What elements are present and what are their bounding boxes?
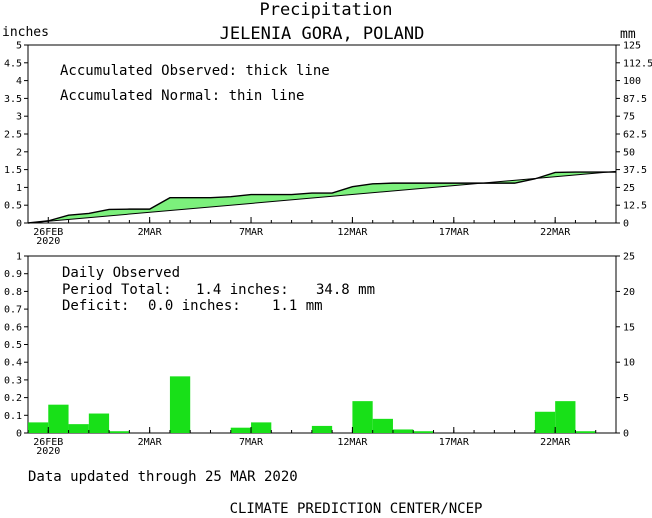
accumulated-left-tick-label: 2.5: [4, 130, 22, 141]
accumulated-lines: [27, 170, 617, 224]
accumulated-right-tick-label: 112.5: [623, 58, 652, 69]
accumulated-x-tick-label: 22MAR: [540, 227, 571, 238]
accumulated-right-tick-label: 75: [623, 112, 635, 123]
daily-bars: [28, 376, 596, 433]
daily-left-tick-label: 0.4: [4, 358, 22, 369]
footer-credit: CLIMATE PREDICTION CENTER/NCEP: [230, 501, 483, 517]
accumulated-x-tick-label: 26FEB: [33, 227, 63, 238]
left-unit-label: inches: [2, 25, 49, 40]
daily-right-tick-label: 5: [623, 393, 629, 404]
daily-left-tick-label: 1: [16, 252, 22, 263]
accumulated-right-tick-label: 25: [623, 183, 635, 194]
daily-right-tick-label: 25: [623, 252, 635, 263]
daily-left-tick-label: 0.2: [4, 393, 22, 404]
deficit-inches: 0.0 inches:: [148, 298, 241, 314]
daily-x-tick-label: 12MAR: [337, 437, 368, 448]
daily-bar: [28, 422, 49, 433]
period-total-label: Period Total:: [62, 282, 172, 298]
daily-right-tick-label: 0: [623, 429, 629, 440]
daily-bar: [68, 424, 89, 433]
accumulated-right-tick-label: 125: [623, 41, 641, 52]
accumulated-left-tick-label: 4.5: [4, 58, 22, 69]
accumulated-x-tick-label: 17MAR: [439, 227, 470, 238]
accumulated-x-tick-label: 2MAR: [138, 227, 163, 238]
accumulated-right-tick-label: 50: [623, 147, 635, 158]
accumulated-right-tick-label: 87.5: [623, 94, 647, 105]
right-unit-label: mm: [620, 27, 636, 42]
accumulated-x-tick-year: 2020: [36, 236, 60, 247]
accumulated-left-tick-label: 2: [16, 147, 22, 158]
accumulated-left-tick-label: 5: [16, 41, 22, 52]
daily-bar: [230, 427, 252, 433]
accumulated-left-tick-label: 0: [16, 219, 22, 230]
daily-bar: [372, 418, 393, 433]
daily-x-tick-label: 22MAR: [540, 437, 571, 448]
daily-x-tick-label: 26FEB: [33, 437, 63, 448]
daily-bar: [109, 431, 130, 433]
daily-bar: [169, 376, 191, 433]
daily-left-tick-label: 0.1: [4, 411, 22, 422]
accumulated-left-tick-label: 0.5: [4, 201, 22, 212]
daily-right-tick-label: 20: [623, 287, 635, 298]
daily-left-tick-label: 0.5: [4, 340, 22, 351]
period-total-inches: 1.4 inches:: [196, 282, 289, 298]
daily-bar: [392, 429, 414, 433]
accumulated-x-tick-label: 7MAR: [239, 227, 264, 238]
period-total-mm: 34.8 mm: [316, 282, 375, 298]
daily-bar: [48, 404, 69, 433]
daily-right-tick-label: 10: [623, 358, 635, 369]
accumulated-x-tick-label: 12MAR: [337, 227, 368, 238]
normal-legend-note: Accumulated Normal: thin line: [60, 88, 304, 104]
daily-x-tick-label: 2MAR: [138, 437, 163, 448]
accumulated-right-tick-label: 62.5: [623, 130, 647, 141]
daily-x-tick-label: 7MAR: [239, 437, 264, 448]
daily-bar: [251, 422, 272, 433]
daily-x-tick-label: 17MAR: [439, 437, 470, 448]
daily-left-tick-label: 0.7: [4, 305, 22, 316]
daily-left-tick-label: 0.8: [4, 287, 22, 298]
deficit-mm: 1.1 mm: [272, 298, 323, 314]
accumulated-left-tick-label: 3.5: [4, 94, 22, 105]
daily-bar: [534, 411, 556, 433]
chart-title: Precipitation: [259, 0, 392, 20]
daily-right-tick-label: 15: [623, 322, 635, 333]
daily-bar: [352, 401, 373, 433]
accumulated-observed-line: [27, 171, 616, 224]
accumulated-right-tick-label: 37.5: [623, 165, 647, 176]
accumulated-left-tick-label: 1.5: [4, 165, 22, 176]
daily-left-tick-label: 0.3: [4, 375, 22, 386]
daily-x-tick-year: 2020: [36, 446, 60, 457]
accumulated-right-tick-label: 12.5: [623, 201, 647, 212]
daily-bar: [311, 425, 333, 433]
daily-left-tick-label: 0.6: [4, 322, 22, 333]
observed-legend-note: Accumulated Observed: thick line: [60, 63, 330, 79]
accumulated-y-ticks: 00.511.522.533.544.55012.52537.55062.575…: [4, 41, 652, 230]
daily-observed-heading: Daily Observed: [62, 265, 180, 281]
deficit-label: Deficit:: [62, 298, 129, 314]
daily-bar: [88, 413, 110, 433]
accumulated-left-tick-label: 4: [16, 76, 22, 87]
accumulated-right-tick-label: 0: [623, 219, 629, 230]
daily-bar: [413, 431, 434, 433]
accumulated-left-tick-label: 1: [16, 183, 22, 194]
daily-bar: [575, 431, 596, 433]
accumulated-normal-line: [27, 170, 617, 224]
daily-bar: [555, 401, 576, 433]
chart-subtitle: JELENIA GORA, POLAND: [220, 24, 425, 44]
accumulated-left-tick-label: 3: [16, 112, 22, 123]
accumulated-right-tick-label: 100: [623, 76, 641, 87]
daily-left-tick-label: 0.9: [4, 269, 22, 280]
daily-left-tick-label: 0: [16, 429, 22, 440]
data-updated-text: Data updated through 25 MAR 2020: [28, 469, 298, 485]
